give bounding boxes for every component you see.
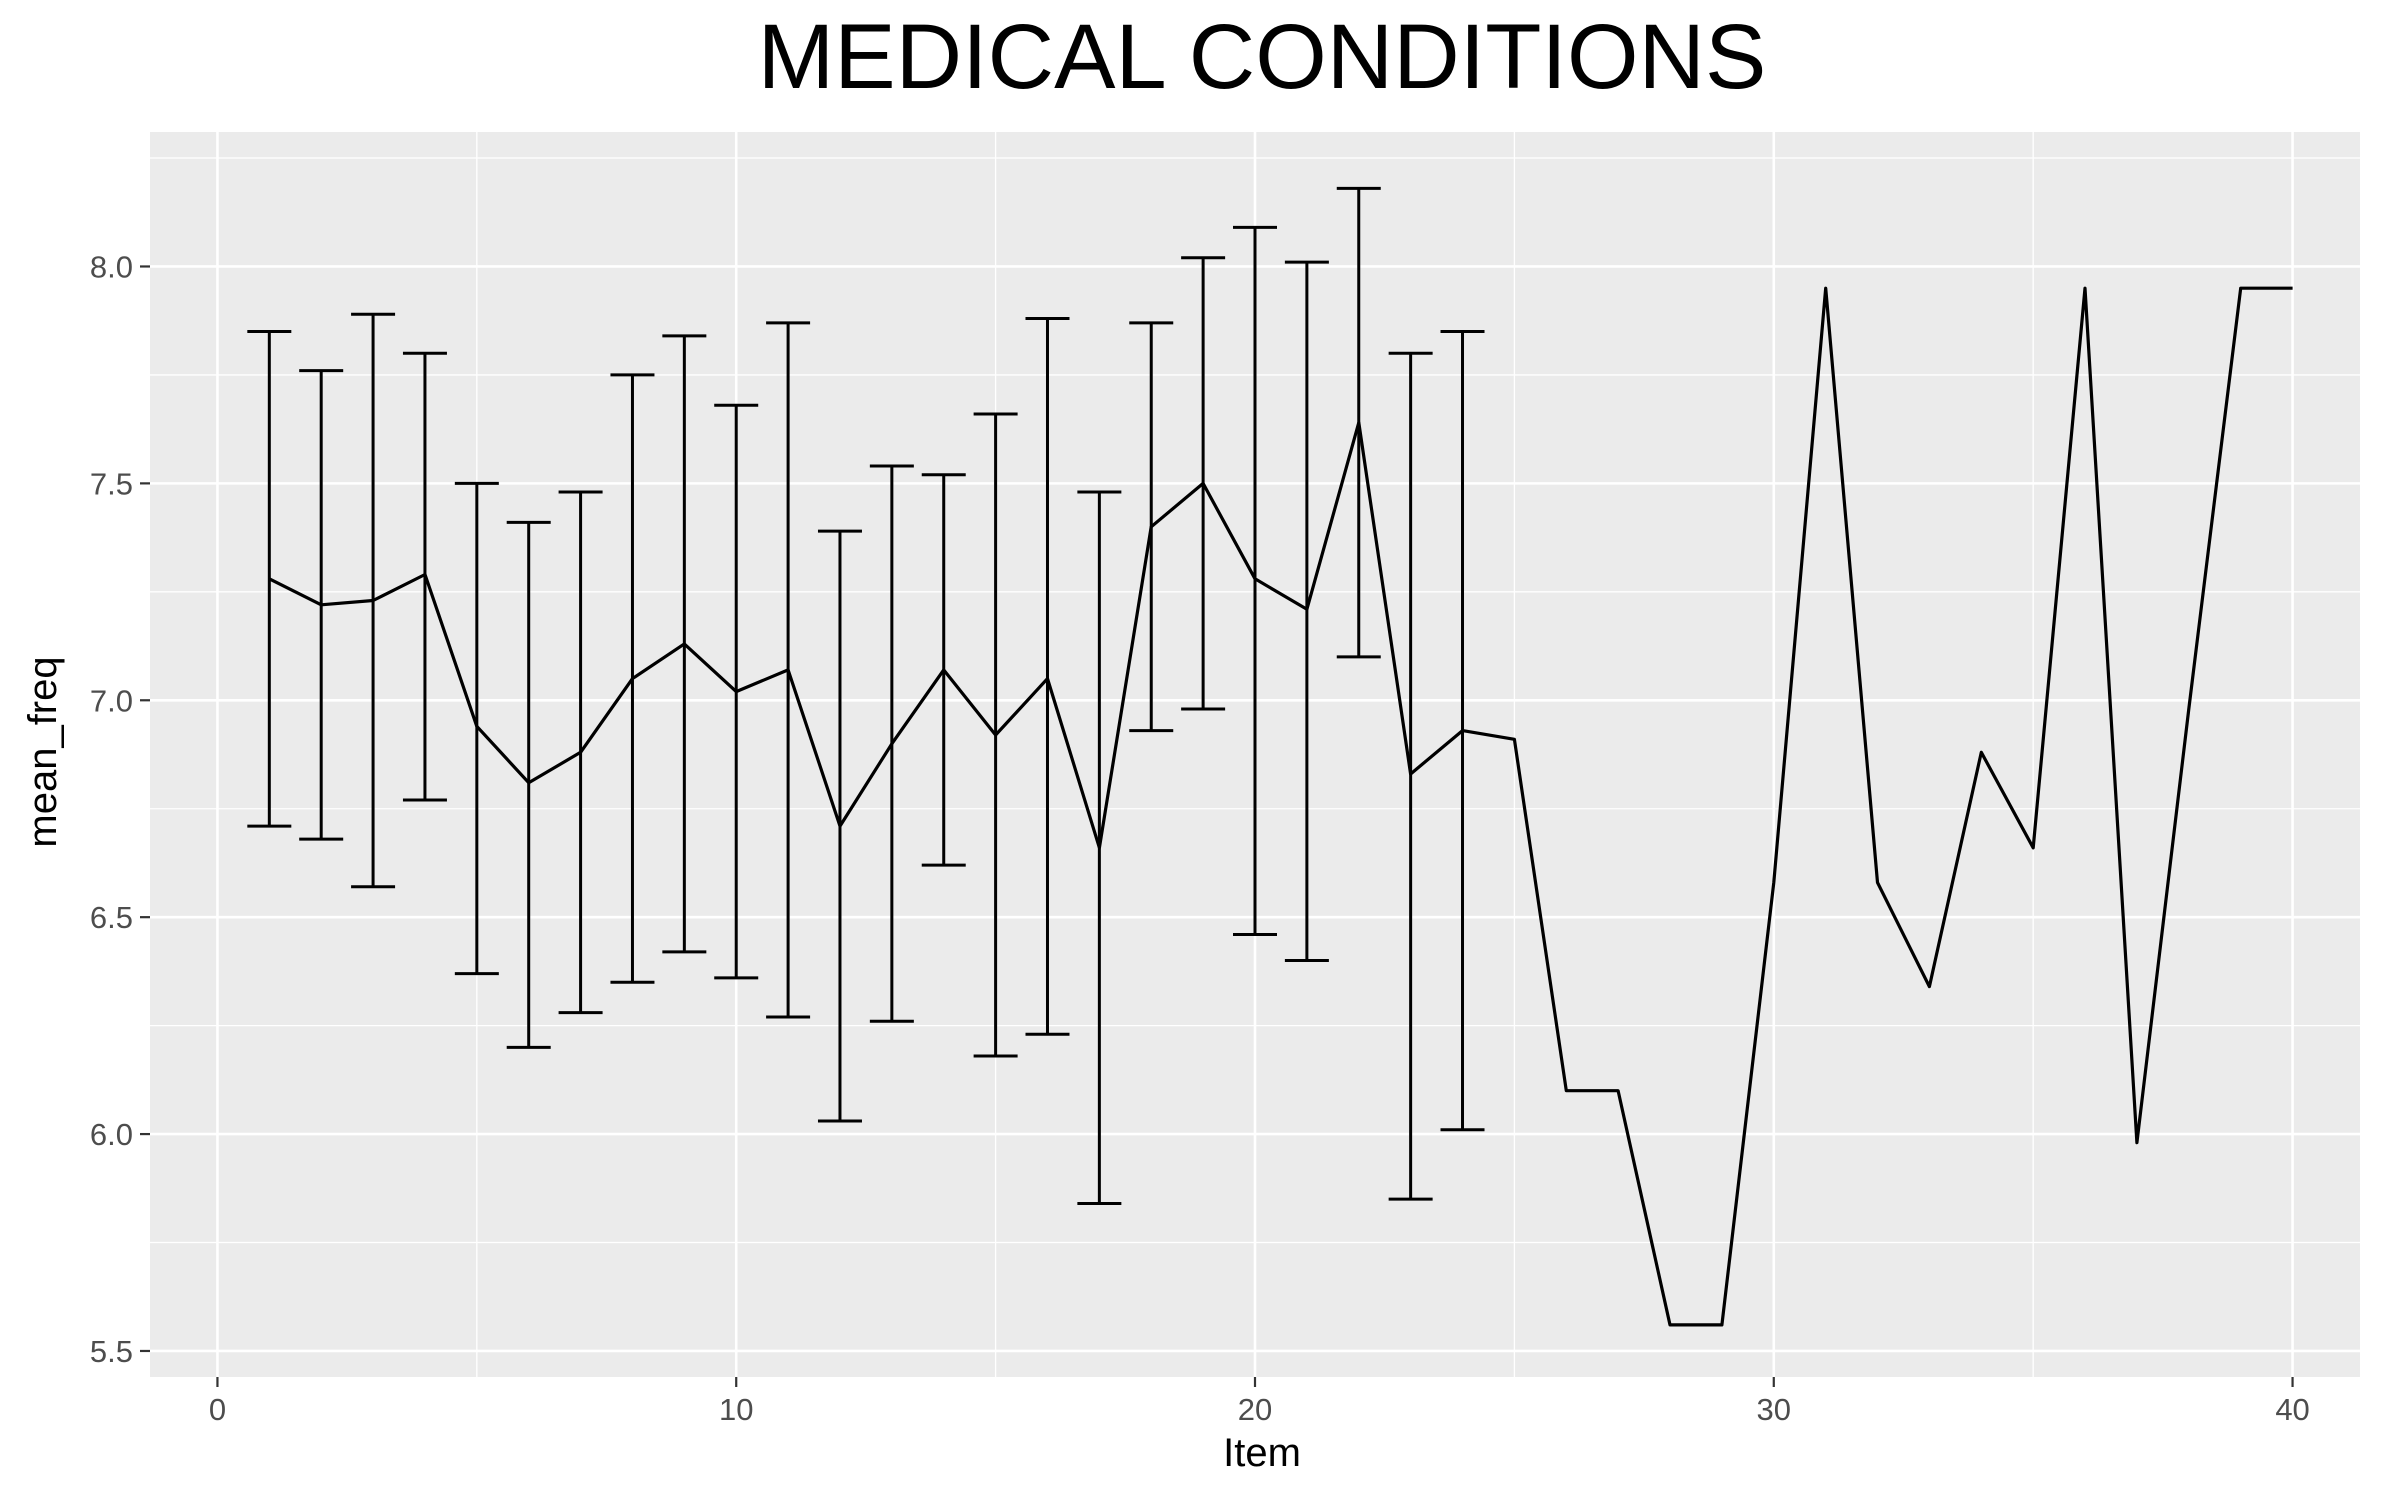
y-tick-label: 7.0 <box>90 683 133 718</box>
x-axis: 0 10 20 30 40 <box>209 1377 2310 1427</box>
y-axis: 5.5 6.0 6.5 7.0 7.5 8.0 <box>90 249 150 1369</box>
error-bar <box>1388 351 1433 1201</box>
x-axis-title: Item <box>1223 1431 1301 1475</box>
series-layer <box>268 286 2293 1327</box>
y-tick-label: 5.5 <box>90 1334 133 1369</box>
y-axis-title: mean_freq <box>21 656 65 847</box>
series-line <box>268 286 2293 1327</box>
y-tick-label: 8.0 <box>90 249 133 284</box>
x-tick-label: 40 <box>2275 1392 2309 1427</box>
y-tick-label: 6.5 <box>90 900 133 935</box>
chart-title: MEDICAL CONDITIONS <box>758 6 1767 108</box>
x-tick-label: 30 <box>1757 1392 1791 1427</box>
error-bar <box>1233 225 1277 937</box>
error-bar <box>506 520 551 1049</box>
y-tick-label: 6.0 <box>90 1117 133 1152</box>
x-tick-label: 0 <box>209 1392 226 1427</box>
y-tick-label: 7.5 <box>90 466 133 501</box>
x-tick-label: 10 <box>719 1392 753 1427</box>
error-bar <box>1025 317 1070 1036</box>
x-tick-label: 20 <box>1238 1392 1272 1427</box>
error-bar <box>1284 260 1329 963</box>
